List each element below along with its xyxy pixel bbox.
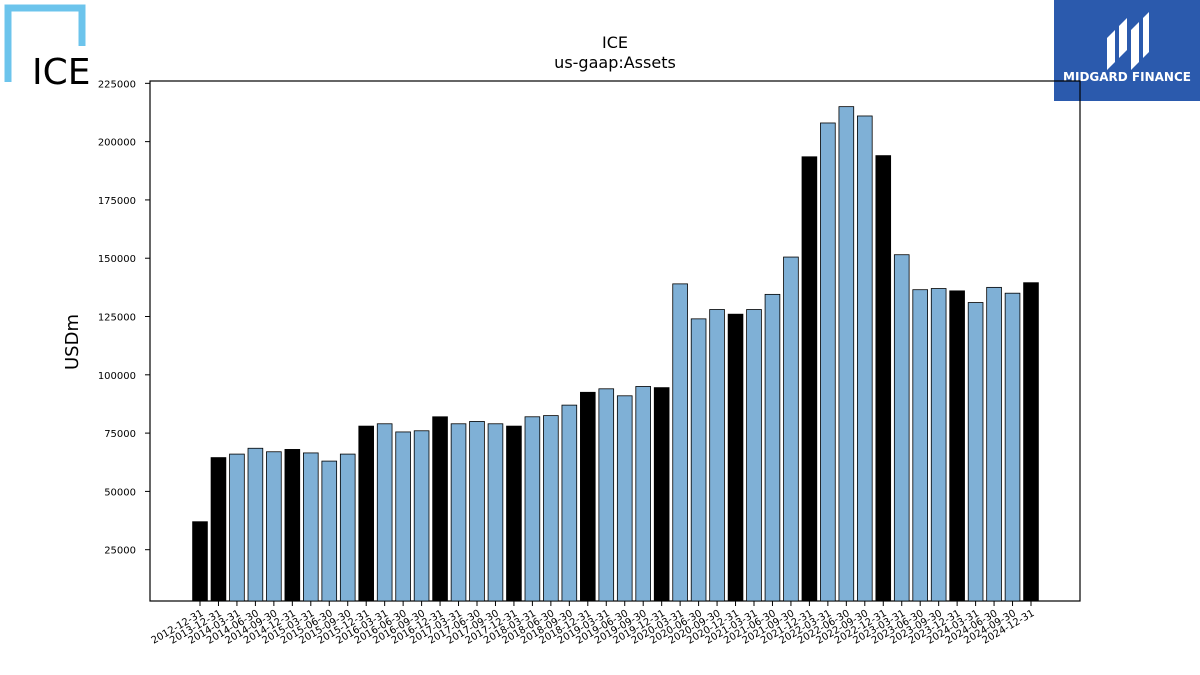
y-tick-label: 50000: [104, 487, 136, 498]
bar-2024-06-30: [986, 286, 1002, 602]
bar-2023-06-30: [912, 289, 928, 602]
bar-2022-06-30: [838, 106, 855, 602]
ice-logo: ICE: [4, 4, 91, 93]
bar-2013-12-31: [210, 457, 227, 602]
bar-2016-03-31: [376, 423, 393, 602]
bar-2016-12-31: [432, 416, 448, 602]
plot-area-frame: [149, 80, 1081, 602]
y-tick-label: 200000: [98, 138, 136, 149]
bar-2024-12-31: [1023, 282, 1039, 602]
bar-2019-09-30: [635, 386, 651, 602]
bar-2020-09-30: [709, 309, 725, 602]
bar-2018-12-31: [580, 391, 596, 602]
bar-2021-06-30: [764, 293, 781, 602]
bar-2018-03-31: [524, 416, 541, 602]
y-tick-label: 175000: [98, 196, 136, 207]
bar-2023-09-30: [930, 288, 947, 602]
bar-2018-09-30: [561, 404, 578, 602]
bar-2012-12-31: [192, 521, 208, 602]
bar-2014-12-31: [284, 449, 301, 602]
bar-2020-06-30: [690, 318, 707, 602]
bar-2024-03-31: [967, 302, 984, 602]
bar-2023-12-31: [949, 290, 965, 602]
bar-2019-12-31: [653, 387, 670, 602]
bar-2014-09-30: [266, 451, 282, 602]
y-tick-label: 25000: [104, 546, 136, 557]
bar-2017-06-30: [469, 421, 485, 602]
x-axis-ticks: 2012-12-312013-12-312014-03-312014-06-30…: [150, 601, 1037, 647]
ice-logo-bracket: [4, 4, 86, 82]
y-axis-ticks: 25000 50000 75000 100000 125000 150000 175000 2…: [98, 79, 150, 557]
bar-2014-06-30: [247, 447, 264, 602]
bar-2014-03-31: [229, 453, 245, 602]
bar-2021-03-31: [746, 309, 762, 602]
bar-2023-03-31: [893, 254, 910, 602]
bar-2015-09-30: [339, 453, 356, 602]
y-tick-label: 225000: [98, 79, 136, 90]
bar-2016-09-30: [413, 430, 430, 602]
bar-series: [192, 106, 1039, 602]
y-tick-label: 150000: [98, 254, 136, 265]
y-axis-label: USDm: [62, 314, 83, 370]
midgard-finance-logo: MIDGARD FINANCE: [1054, 0, 1200, 101]
bar-2020-03-31: [672, 283, 688, 602]
bar-2017-09-30: [487, 423, 504, 602]
bar-2015-12-31: [358, 425, 374, 602]
y-tick-label: 75000: [104, 429, 136, 440]
bar-2022-12-31: [875, 155, 892, 602]
bar-2015-06-30: [321, 460, 338, 602]
midgard-logo-mark-icon: [1107, 12, 1149, 70]
bar-2022-03-31: [820, 122, 836, 602]
bar-2015-03-31: [303, 452, 319, 602]
midgard-logo-text: MIDGARD FINANCE: [1063, 70, 1191, 84]
y-tick-label: 100000: [98, 371, 136, 382]
bar-2021-12-31: [801, 156, 818, 602]
bar-2016-06-30: [395, 431, 411, 602]
bar-2022-09-30: [857, 115, 873, 602]
bar-2021-09-30: [783, 256, 799, 602]
ice-logo-text: ICE: [32, 52, 91, 93]
bar-2017-12-31: [506, 425, 522, 602]
bar-2020-12-31: [727, 313, 744, 602]
bar-2017-03-31: [450, 423, 467, 602]
chart-subtitle: us-gaap:Assets: [554, 53, 676, 72]
chart-title: ICE: [602, 33, 628, 52]
y-tick-label: 125000: [98, 313, 136, 324]
midgard-logo-background: [1054, 0, 1200, 101]
bar-2019-03-31: [598, 388, 615, 602]
bar-2024-09-30: [1004, 292, 1021, 602]
bar-2019-06-30: [616, 395, 633, 602]
bar-2018-06-30: [543, 415, 559, 602]
